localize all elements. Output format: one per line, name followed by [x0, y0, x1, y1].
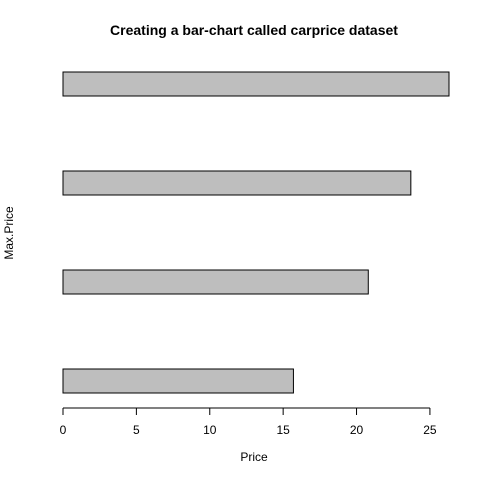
- x-tick-label: 0: [60, 423, 67, 437]
- bar-1: [62, 368, 294, 394]
- x-axis: 0 5 10 15 20 25: [60, 407, 437, 437]
- x-tick-label: 25: [423, 423, 437, 437]
- bars-group: [62, 71, 450, 394]
- chart-title: Creating a bar-chart called carprice dat…: [110, 22, 398, 38]
- x-tick-label: 20: [350, 423, 364, 437]
- bar-4: [62, 71, 450, 97]
- y-axis-label: Max.Price: [2, 206, 16, 260]
- bar-2: [62, 269, 369, 295]
- x-tick-label: 5: [133, 423, 140, 437]
- x-tick-label: 10: [203, 423, 217, 437]
- x-axis-label: Price: [240, 450, 268, 464]
- x-tick-label: 15: [276, 423, 290, 437]
- bar-3: [62, 170, 412, 196]
